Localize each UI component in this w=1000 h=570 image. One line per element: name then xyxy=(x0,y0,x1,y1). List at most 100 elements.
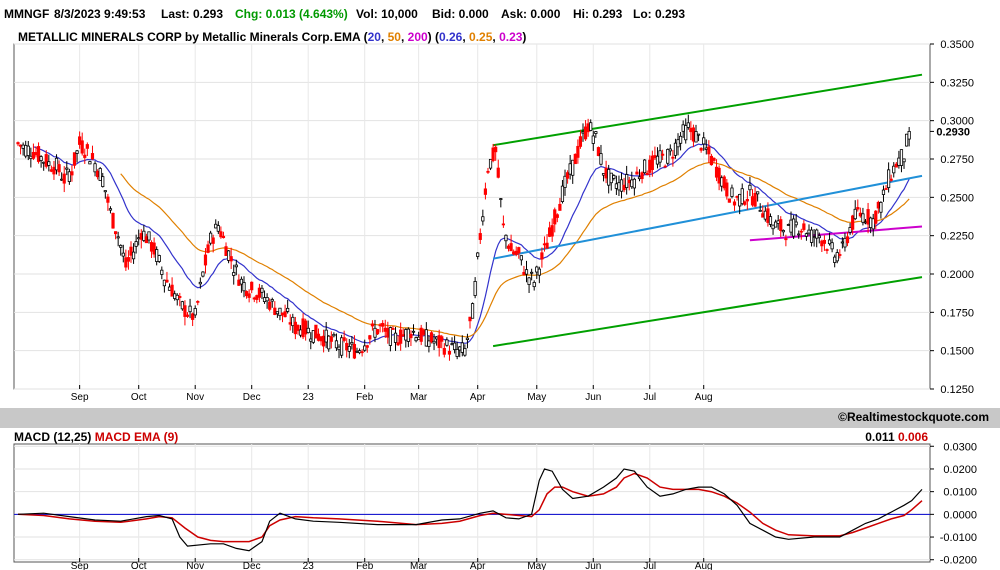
candle-body xyxy=(720,177,724,187)
candle-body xyxy=(478,233,482,240)
candle-body xyxy=(483,188,488,195)
candle-body xyxy=(524,269,529,275)
candle-body xyxy=(383,327,387,332)
candle-body xyxy=(373,327,377,338)
ema-value-50: 0.25 xyxy=(469,30,493,44)
candle-body xyxy=(825,249,829,251)
candle-body xyxy=(563,175,567,188)
candle-body xyxy=(537,268,541,276)
candle-body xyxy=(93,163,97,173)
candle-body xyxy=(180,301,184,310)
candle-body xyxy=(473,281,477,296)
candle-body xyxy=(871,218,875,230)
candle-body xyxy=(874,210,878,224)
price-overlays: 0.2930 xyxy=(33,73,970,348)
candle-body xyxy=(607,169,611,186)
regression-line xyxy=(492,174,923,260)
candle-body xyxy=(442,348,446,355)
candle-body xyxy=(704,147,708,150)
price-x-axis: Sep Oct Nov Dec 23 Feb Mar Apr May Jun Jul Aug xyxy=(71,385,713,403)
macd-panel-frame xyxy=(13,443,931,563)
candle-body xyxy=(527,277,531,285)
candle-body xyxy=(535,266,539,273)
candle-body xyxy=(381,322,385,327)
candle-body xyxy=(809,229,814,243)
candle-body xyxy=(24,144,28,157)
candle-body xyxy=(160,269,164,275)
candle-body xyxy=(90,153,95,160)
candle-body xyxy=(887,169,891,188)
candle-body xyxy=(758,209,762,212)
candle-body xyxy=(334,340,339,349)
candle-body xyxy=(517,247,521,254)
candle-body xyxy=(856,207,860,210)
candle-body xyxy=(863,221,868,224)
candle-body xyxy=(658,150,662,163)
candle-body xyxy=(609,172,613,184)
price-x-tick-label: Sep xyxy=(71,392,89,403)
price-x-tick-label: Oct xyxy=(131,392,147,403)
candle-body xyxy=(599,153,603,165)
candle-body xyxy=(278,307,282,317)
candle-body xyxy=(712,157,716,161)
candle-body xyxy=(129,246,133,256)
candle-body xyxy=(252,297,256,300)
candle-body xyxy=(36,146,41,162)
candle-body xyxy=(571,159,575,176)
candle-body xyxy=(786,224,791,226)
candle-body xyxy=(753,193,757,207)
candle-body xyxy=(185,314,190,317)
candle-body xyxy=(766,208,770,223)
candle-body xyxy=(822,239,827,244)
macd-y-tick-label: 0.0100 xyxy=(943,487,977,499)
candle-body xyxy=(183,305,187,317)
candle-body xyxy=(193,308,197,316)
candle-body xyxy=(214,223,218,229)
candle-body xyxy=(165,279,169,283)
candle-body xyxy=(622,184,626,191)
candle-body xyxy=(573,153,577,165)
macd-signal-line xyxy=(17,472,923,543)
quote-low: Lo: 0.293 xyxy=(633,7,686,21)
candle-body xyxy=(686,122,690,128)
candle-body xyxy=(797,233,801,236)
price-y-tick-label: 0.1750 xyxy=(940,307,974,319)
candle-body xyxy=(327,335,331,350)
macd-y-tick-label: 0.0300 xyxy=(943,441,977,453)
candle-body xyxy=(689,127,693,133)
candle-body xyxy=(286,307,290,312)
candle-body xyxy=(748,184,752,191)
macd-x-tick-label: Dec xyxy=(243,561,261,570)
candle-body xyxy=(388,327,392,346)
candle-body xyxy=(319,336,323,342)
candle-body xyxy=(275,311,279,315)
candle-body xyxy=(139,233,143,240)
candle-body xyxy=(26,145,30,156)
candle-body xyxy=(83,154,87,158)
candle-body xyxy=(306,327,310,334)
candle-body xyxy=(468,316,472,322)
candle-body xyxy=(52,166,56,175)
candle-body xyxy=(206,244,210,253)
candle-body xyxy=(879,201,883,213)
candle-body xyxy=(345,342,349,351)
candle-body xyxy=(175,294,179,301)
candle-body xyxy=(111,212,115,229)
candle-body xyxy=(316,333,321,341)
candle-body xyxy=(437,335,441,349)
macd-x-tick-label: 23 xyxy=(303,561,315,570)
candle-body xyxy=(522,271,526,275)
macd-last-value: 0.011 xyxy=(865,430,895,444)
candle-body xyxy=(709,155,714,166)
candle-body xyxy=(445,339,449,346)
candle-body xyxy=(845,236,850,244)
candle-body xyxy=(714,166,719,178)
candle-body xyxy=(314,324,318,339)
candle-body xyxy=(322,335,326,347)
candle-body xyxy=(512,251,516,255)
candle-body xyxy=(869,217,873,228)
candle-body xyxy=(589,122,593,131)
quote-symbol: MMNGF xyxy=(4,7,50,21)
candle-body xyxy=(735,196,739,198)
